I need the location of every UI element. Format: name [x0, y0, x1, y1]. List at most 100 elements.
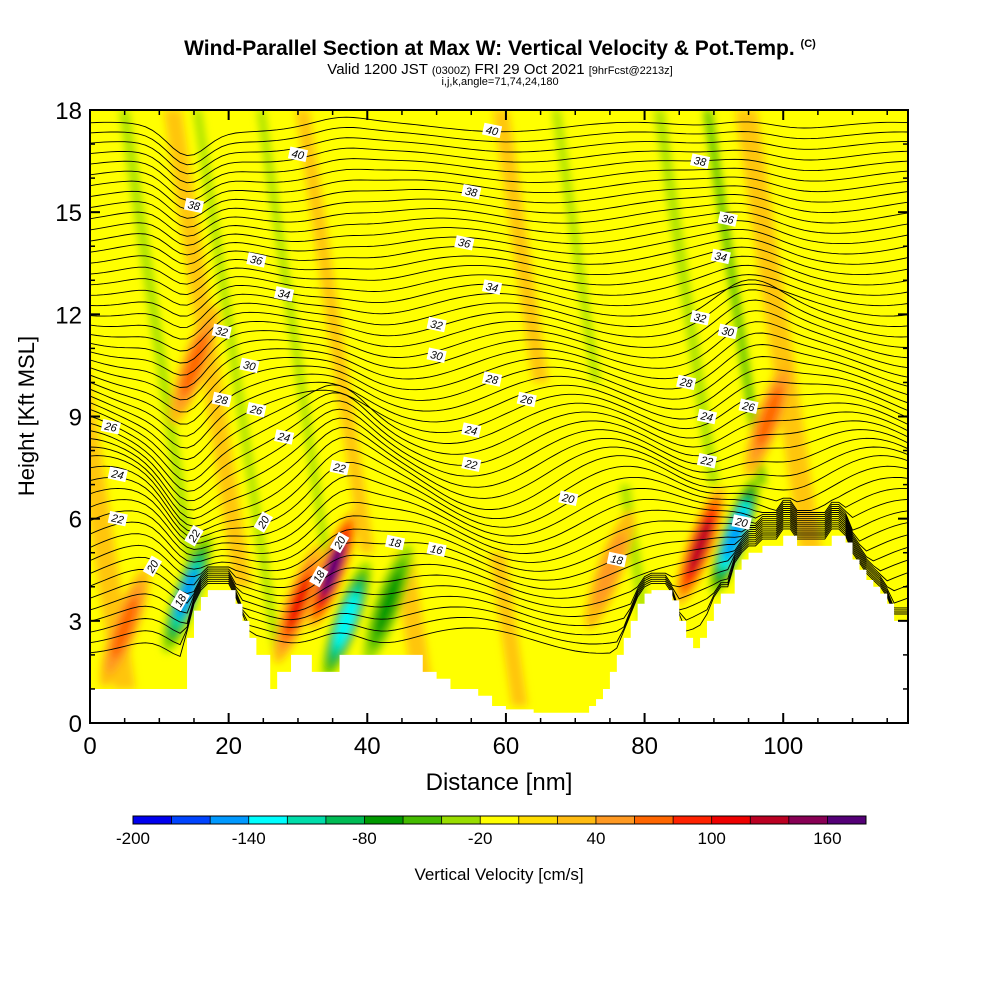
contour-label: 22	[107, 510, 128, 527]
theta-isoline	[90, 380, 908, 449]
contour-label: 18	[309, 565, 329, 588]
contour-label-text: 36	[249, 254, 264, 268]
colorbar-swatch	[171, 816, 211, 824]
contour-label: 20	[731, 514, 752, 530]
velocity-band	[295, 110, 375, 553]
contour-label-bg	[170, 589, 190, 612]
contour-label: 22	[329, 459, 350, 476]
x-tick-label: 0	[83, 733, 96, 760]
contour-label-bg	[253, 511, 274, 533]
contour-label: 28	[482, 371, 503, 388]
contour-label-text: 18	[609, 553, 624, 567]
theta-isoline	[90, 516, 908, 599]
title-mark: (C)	[800, 38, 816, 50]
contour-label: 24	[107, 466, 128, 483]
contour-label-bg	[689, 153, 711, 169]
theta-isoline	[90, 488, 908, 550]
contour-label-bg	[274, 429, 295, 445]
velocity-band	[735, 110, 822, 553]
contour-label-bg	[239, 357, 260, 374]
contour-labels: 40 40 38 38 38 36 36 36 34 34 34 32 32 32 30 30 30 28 28 28…	[100, 122, 759, 612]
contour-label-bg	[461, 456, 482, 472]
theta-isoline	[90, 510, 908, 572]
contour-label-bg	[461, 183, 482, 200]
contour-label-text: 40	[485, 124, 500, 138]
contour-label-text: 34	[277, 288, 291, 302]
colorbar-swatch	[518, 816, 558, 824]
contour-label: 28	[211, 391, 232, 408]
contour-label: 38	[183, 197, 205, 214]
section-indices: i,j,k,angle=71,74,24,180	[441, 76, 559, 88]
colorbar-swatch	[325, 816, 365, 824]
velocity-band	[437, 110, 476, 315]
theta-isoline	[90, 158, 908, 193]
theta-isoline	[90, 514, 908, 590]
contour-label: 26	[738, 398, 759, 415]
contour-label: 24	[696, 408, 718, 425]
theta-isoline	[90, 384, 908, 472]
contour-label-text: 22	[463, 458, 478, 472]
colorbar-tick-label: 160	[813, 829, 841, 848]
contour-label-bg	[287, 146, 309, 163]
contour-label-bg	[426, 347, 447, 363]
theta-isoline	[90, 137, 908, 175]
contour-label-text: 24	[276, 431, 291, 445]
contour-label: 30	[239, 357, 260, 374]
colorbar-tick-label: -20	[468, 829, 493, 848]
theta-isoline	[90, 392, 908, 482]
theta-isoline	[90, 400, 908, 492]
theta-isoline	[90, 508, 908, 563]
valid-utc: (0300Z)	[431, 65, 471, 77]
theta-isoline	[90, 501, 908, 557]
theta-isoline	[90, 211, 908, 246]
theta-isoline	[90, 448, 908, 533]
theta-isoline	[90, 220, 908, 256]
contour-label-bg	[606, 551, 627, 568]
valid-date: FRI 29 Oct 2021	[474, 61, 585, 78]
velocity-band	[552, 110, 601, 383]
colorbar-tick-label: -80	[352, 829, 377, 848]
valid-time: Valid 1200 JST	[327, 61, 428, 78]
contour-label-bg	[246, 252, 267, 268]
contour-label-text: 26	[102, 420, 118, 435]
colorbar-swatch	[133, 816, 173, 824]
theta-isoline	[90, 279, 908, 340]
velocity-core	[321, 544, 344, 596]
terrain	[90, 535, 908, 723]
colorbar-swatch	[634, 816, 674, 824]
contour-label-text: 32	[693, 312, 707, 326]
y-tick-label: 12	[55, 302, 82, 329]
contour-label: 20	[558, 490, 579, 507]
contour-label-bg	[183, 197, 205, 214]
contour-label: 26	[246, 401, 267, 418]
theta-isoline	[90, 520, 908, 617]
theta-isoline	[90, 408, 908, 502]
contour-label-text: 24	[463, 424, 478, 438]
y-tick-label: 0	[69, 711, 82, 738]
theta-isoline	[90, 524, 908, 636]
colorbar-swatch	[557, 816, 597, 824]
colorbar-tick-label: 100	[697, 829, 725, 848]
x-tick-label: 20	[215, 733, 242, 760]
contour-label-bg	[482, 371, 503, 387]
contour-label-bg	[696, 408, 718, 425]
contour-label-bg	[454, 235, 475, 251]
colorbar-swatch	[750, 816, 790, 824]
contour-label-bg	[211, 323, 232, 340]
colorbar-swatch	[480, 816, 520, 824]
contour-label-text: 18	[388, 536, 403, 550]
contour-label-text: 38	[464, 186, 479, 200]
contour-label-bg	[100, 418, 121, 435]
contour-label-text: 34	[485, 281, 499, 295]
colorbar-frame	[132, 815, 867, 825]
contour-label-text: 24	[109, 468, 124, 482]
velocity-core	[335, 595, 358, 647]
theta-isoline	[90, 436, 908, 527]
velocity-band	[90, 377, 136, 689]
contour-label-text: 40	[291, 148, 306, 162]
contour-label: 32	[211, 323, 232, 340]
contour-label-text: 28	[484, 373, 500, 388]
contour-label: 18	[606, 551, 627, 568]
theta-isoline	[90, 512, 908, 581]
